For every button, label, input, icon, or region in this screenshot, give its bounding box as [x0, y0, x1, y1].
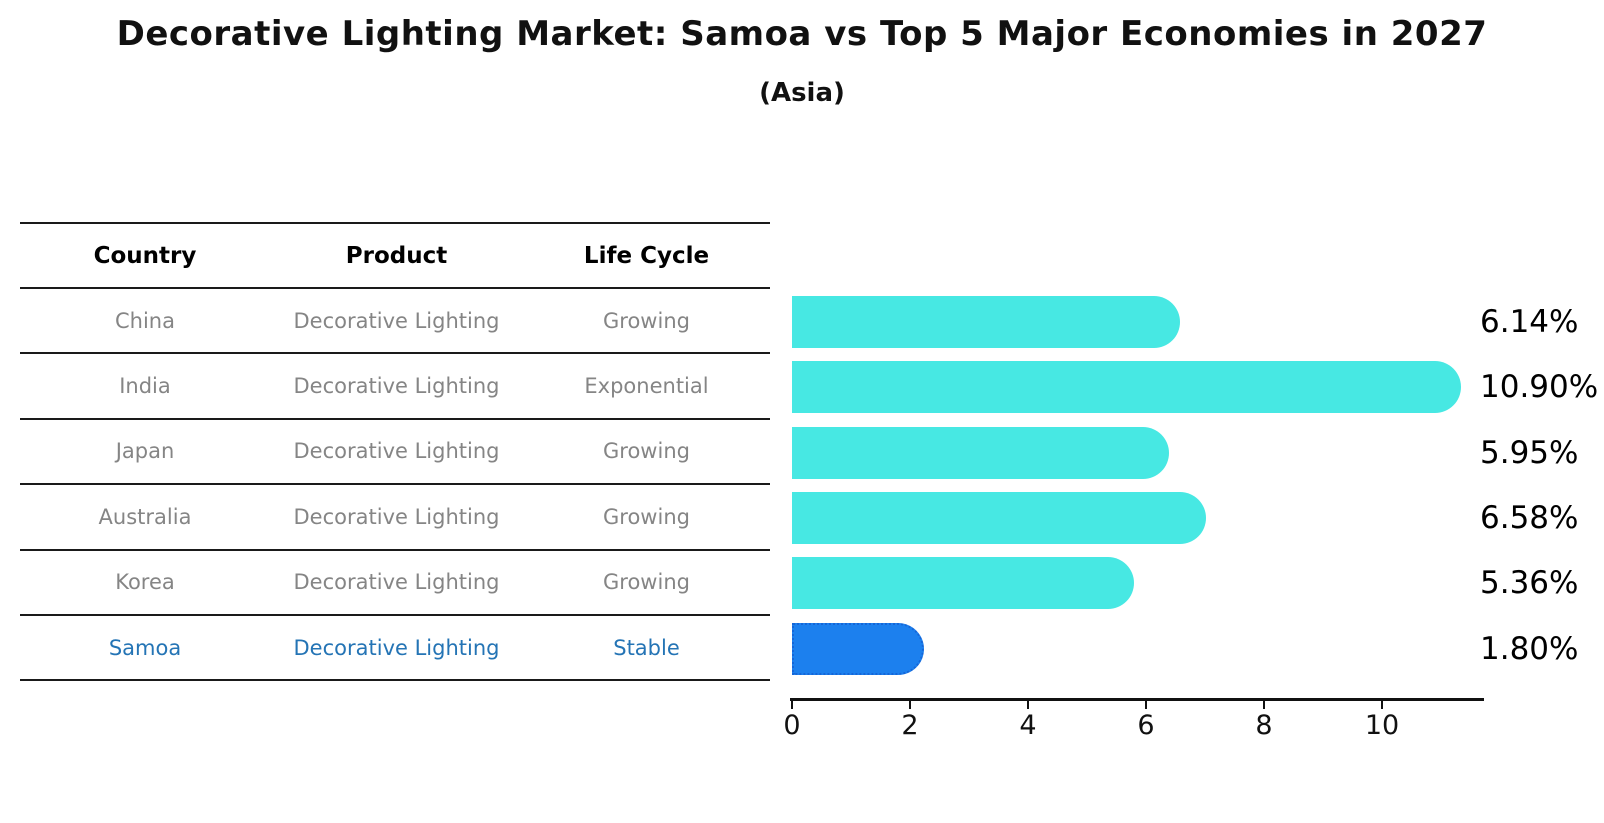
cell-country: India: [119, 374, 171, 399]
cell-life-cycle: Growing: [603, 308, 690, 333]
x-tick: [1144, 700, 1148, 709]
cell-life-cycle: Growing: [603, 504, 690, 529]
value-label-korea: 5.36%: [1480, 565, 1579, 602]
bar-china: [792, 295, 1181, 348]
value-label-samoa: 1.80%: [1480, 630, 1579, 667]
value-label-india: 10.90%: [1480, 369, 1599, 406]
cell-country: Korea: [115, 570, 175, 595]
header-life-cycle: Life Cycle: [583, 242, 710, 269]
cell-country: Japan: [115, 439, 175, 464]
x-tick: [908, 700, 912, 709]
bar-australia: [792, 491, 1207, 544]
bar-japan: [792, 426, 1170, 479]
x-tick: [1026, 700, 1030, 709]
value-label-japan: 5.95%: [1480, 434, 1579, 471]
chart-title: Decorative Lighting Market: Samoa vs Top…: [116, 14, 1488, 54]
table-row: Samoa Decorative Lighting Stable: [20, 616, 770, 682]
cell-product: Decorative Lighting: [293, 635, 500, 660]
bar-korea: [792, 557, 1135, 610]
table-rows: China Decorative Lighting Growing India …: [20, 289, 770, 682]
cell-life-cycle: Growing: [603, 439, 690, 464]
header-product: Product: [345, 242, 448, 269]
x-tick: [790, 700, 794, 709]
country-table: Country Product Life Cycle China Decorat…: [20, 222, 770, 682]
x-tick-label: 6: [1137, 710, 1155, 741]
table-row: Australia Decorative Lighting Growing: [20, 485, 770, 551]
cell-product: Decorative Lighting: [293, 504, 500, 529]
cell-life-cycle: Stable: [613, 635, 680, 660]
table-row: China Decorative Lighting Growing: [20, 289, 770, 355]
cell-country: Samoa: [108, 635, 182, 660]
x-tick: [1262, 700, 1266, 709]
bar-india: [792, 361, 1462, 414]
cell-product: Decorative Lighting: [293, 439, 500, 464]
cell-country: Australia: [98, 504, 192, 529]
bar-samoa: [792, 622, 925, 675]
x-tick-label: 4: [1019, 710, 1037, 741]
x-tick-label: 10: [1364, 710, 1400, 741]
cell-product: Decorative Lighting: [293, 570, 500, 595]
cell-life-cycle: Growing: [603, 570, 690, 595]
x-tick-label: 2: [901, 710, 919, 741]
chart-subtitle: (Asia): [759, 78, 845, 108]
table-header-row: Country Product Life Cycle: [20, 222, 770, 289]
cell-product: Decorative Lighting: [293, 374, 500, 399]
table-row: Korea Decorative Lighting Growing: [20, 551, 770, 616]
value-label-australia: 6.58%: [1480, 499, 1579, 536]
cell-country: China: [115, 308, 175, 333]
value-label-china: 6.14%: [1480, 303, 1579, 340]
table-row: Japan Decorative Lighting Growing: [20, 420, 770, 486]
table-row: India Decorative Lighting Exponential: [20, 354, 770, 420]
cell-product: Decorative Lighting: [293, 308, 500, 333]
x-axis-line: [790, 698, 1484, 701]
x-tick-label: 0: [783, 710, 801, 741]
header-country: Country: [93, 242, 197, 269]
x-tick-label: 8: [1255, 710, 1273, 741]
cell-life-cycle: Exponential: [584, 374, 709, 399]
x-tick: [1380, 700, 1384, 709]
